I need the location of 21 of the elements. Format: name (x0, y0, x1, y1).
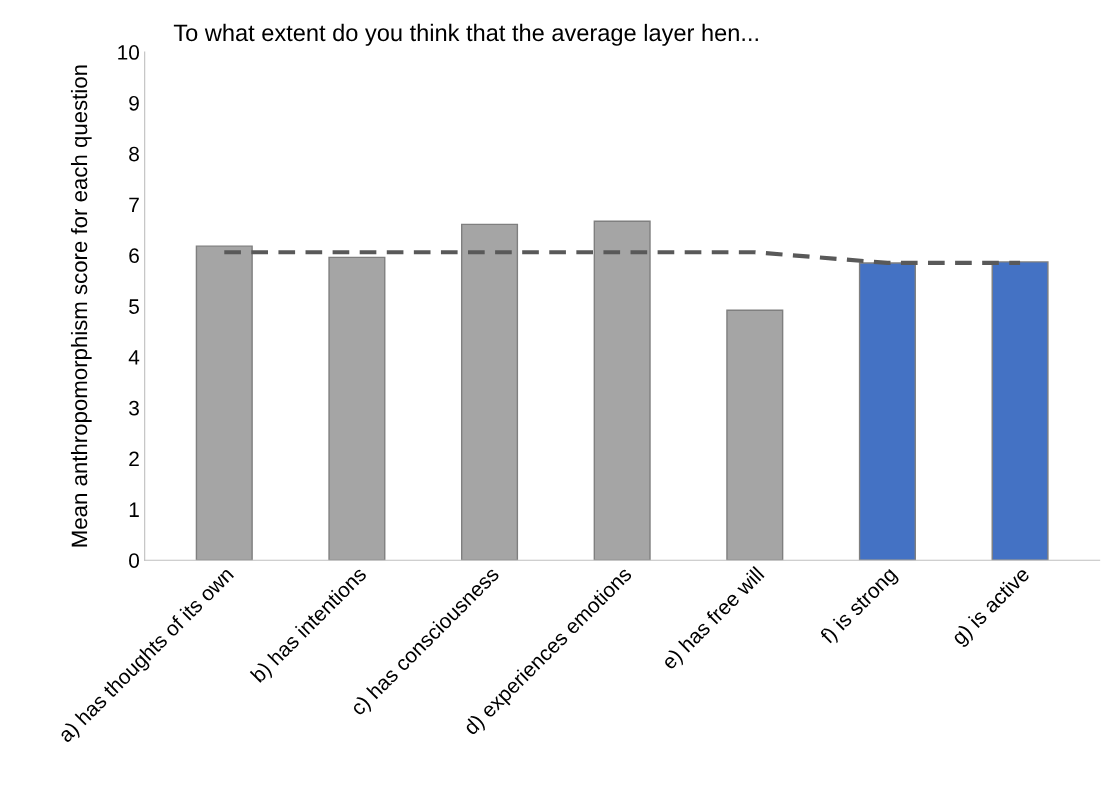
y-tick-label: 2 (129, 451, 139, 467)
bar (726, 309, 784, 561)
bar (858, 262, 916, 561)
y-axis-title: Mean anthropomorphism score for each question (70, 65, 92, 547)
y-tick-label: 4 (128, 350, 140, 365)
y-tick-label: 7 (129, 197, 139, 213)
y-tick-label: 8 (129, 146, 139, 162)
y-tick-label: 0 (129, 553, 140, 568)
y-tick-label: 10 (118, 45, 140, 60)
y-tick-label: 6 (129, 248, 139, 264)
bar (593, 220, 651, 561)
y-tick-label: 3 (129, 400, 139, 416)
y-tick-label: 9 (129, 95, 139, 111)
x-tick-label: e) has free will (660, 566, 768, 674)
y-tick-label: 1 (129, 502, 139, 517)
bar (991, 261, 1049, 561)
bar (328, 256, 386, 561)
chart-title: To what extent do you think that the average layer hen... (173, 23, 758, 46)
bar (460, 223, 519, 561)
bar (195, 245, 253, 561)
y-tick-label: 5 (129, 299, 139, 314)
